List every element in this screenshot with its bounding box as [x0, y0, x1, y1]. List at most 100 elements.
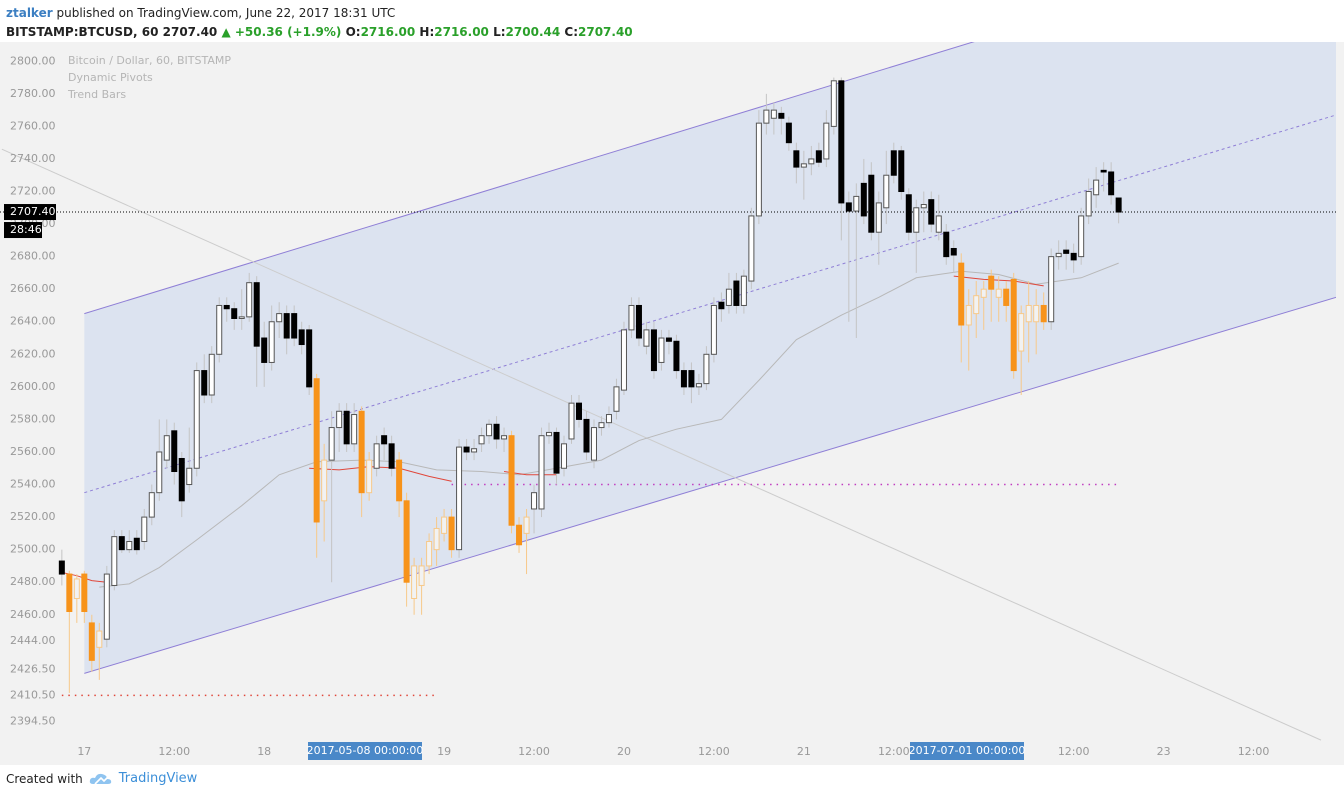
candle-body [613, 386, 620, 412]
candle-body [695, 383, 702, 388]
y-tick-label: 2580.00 [10, 412, 56, 425]
candle-body [1003, 288, 1010, 306]
candle-body [208, 353, 215, 396]
candle-body [965, 304, 972, 326]
candle-body [1108, 171, 1115, 196]
candle-body [433, 527, 440, 551]
candle-body [328, 427, 335, 461]
c-label: C: [564, 25, 578, 39]
y-tick-label: 2426.50 [10, 662, 56, 675]
y-tick-label: 2620.00 [10, 347, 56, 360]
channel-middle [84, 114, 1336, 494]
candle-body [426, 541, 433, 567]
candle-body [193, 370, 200, 469]
candle-body [823, 122, 830, 160]
legend-text: Bitcoin / Dollar, 60, BITSTAMP [68, 54, 231, 67]
author[interactable]: ztalker [6, 6, 53, 20]
candle-body [898, 150, 905, 193]
candle-body [1115, 197, 1122, 213]
o-label: O: [345, 25, 361, 39]
candle-body [590, 427, 597, 461]
candle-body [156, 451, 163, 494]
legend-text: Trend Bars [67, 88, 126, 101]
x-tick-label: 12:00 [1238, 745, 1270, 758]
candle-body [830, 80, 837, 127]
candle-body [396, 459, 403, 502]
candle-body [531, 492, 538, 510]
candle-body [148, 492, 155, 518]
trend-line [1, 148, 1322, 741]
candle-body [710, 304, 717, 355]
candle-body [298, 329, 305, 346]
candle-body [291, 313, 298, 339]
high: 2716.00 [434, 25, 489, 39]
candle-body [1025, 304, 1032, 323]
pivot-average [309, 466, 452, 482]
y-tick-label: 2394.50 [10, 714, 56, 727]
candle-body [516, 524, 523, 546]
candle-body [463, 446, 470, 453]
candle-body [306, 329, 313, 388]
candle-body [441, 516, 448, 534]
candle-body [718, 301, 725, 310]
brand[interactable]: TradingView [118, 771, 198, 786]
y-tick-label: 2520.00 [10, 510, 56, 523]
chart: 2394.50 2410.50 2426.50 2444.00 2460.00 2480.… [0, 42, 1344, 765]
candle-body [163, 435, 170, 461]
candle-body [883, 174, 890, 209]
candle-body [740, 275, 747, 306]
candle-body [958, 262, 965, 326]
candle-body [343, 410, 350, 445]
date-badge-bg [308, 742, 422, 760]
date-badge: 2017-05-08 00:00:00 [307, 744, 424, 757]
candle-body [1093, 179, 1100, 196]
candle-body [875, 202, 882, 233]
candle-body [351, 414, 358, 445]
price-label: 2707.40 [10, 205, 56, 218]
x-tick-label: 12:00 [518, 745, 550, 758]
candle-body [133, 537, 140, 551]
candle-body [1018, 313, 1025, 352]
candle-body [568, 402, 575, 440]
candle-body [1063, 249, 1070, 254]
candle-body [216, 304, 223, 355]
channel-fill [84, 42, 1336, 674]
candle-body [583, 418, 590, 453]
candle-body [373, 443, 380, 469]
candle-body [471, 448, 478, 453]
candle-body [860, 182, 867, 217]
candle-body [171, 430, 178, 473]
candle-body [336, 410, 343, 429]
candle-body [650, 329, 657, 372]
candle-body [853, 195, 860, 212]
candle-body [456, 446, 463, 551]
candle-body [635, 304, 642, 339]
candle-body [478, 435, 485, 445]
candle-body [785, 122, 792, 144]
candle-body [868, 174, 875, 233]
x-tick-label: 12:00 [698, 745, 730, 758]
candle-body [276, 313, 283, 323]
candle-body [111, 536, 118, 586]
candle-body [313, 378, 320, 523]
candle-body [81, 573, 88, 613]
h-label: H: [419, 25, 435, 39]
candle-body [733, 280, 740, 306]
candle-body [358, 410, 365, 494]
candle-body [118, 536, 125, 551]
candle-body [546, 431, 553, 437]
candle-body [793, 150, 800, 168]
quote-line: BITSTAMP:BTCUSD, 60 2707.40 ▲ +50.36 (+1… [6, 23, 633, 42]
channel-lower [84, 296, 1336, 674]
candle-body [778, 112, 785, 119]
y-tick-label: 2740.00 [10, 152, 56, 165]
countdown: 28:46 [10, 223, 42, 236]
close: 2707.40 [578, 25, 633, 39]
y-tick-label: 2444.00 [10, 634, 56, 647]
low: 2700.44 [505, 25, 561, 39]
candle-body [688, 370, 695, 388]
candle-body [845, 202, 852, 212]
candle-body [238, 316, 245, 319]
y-tick-label: 2600.00 [10, 380, 56, 393]
candle-body [553, 431, 560, 474]
